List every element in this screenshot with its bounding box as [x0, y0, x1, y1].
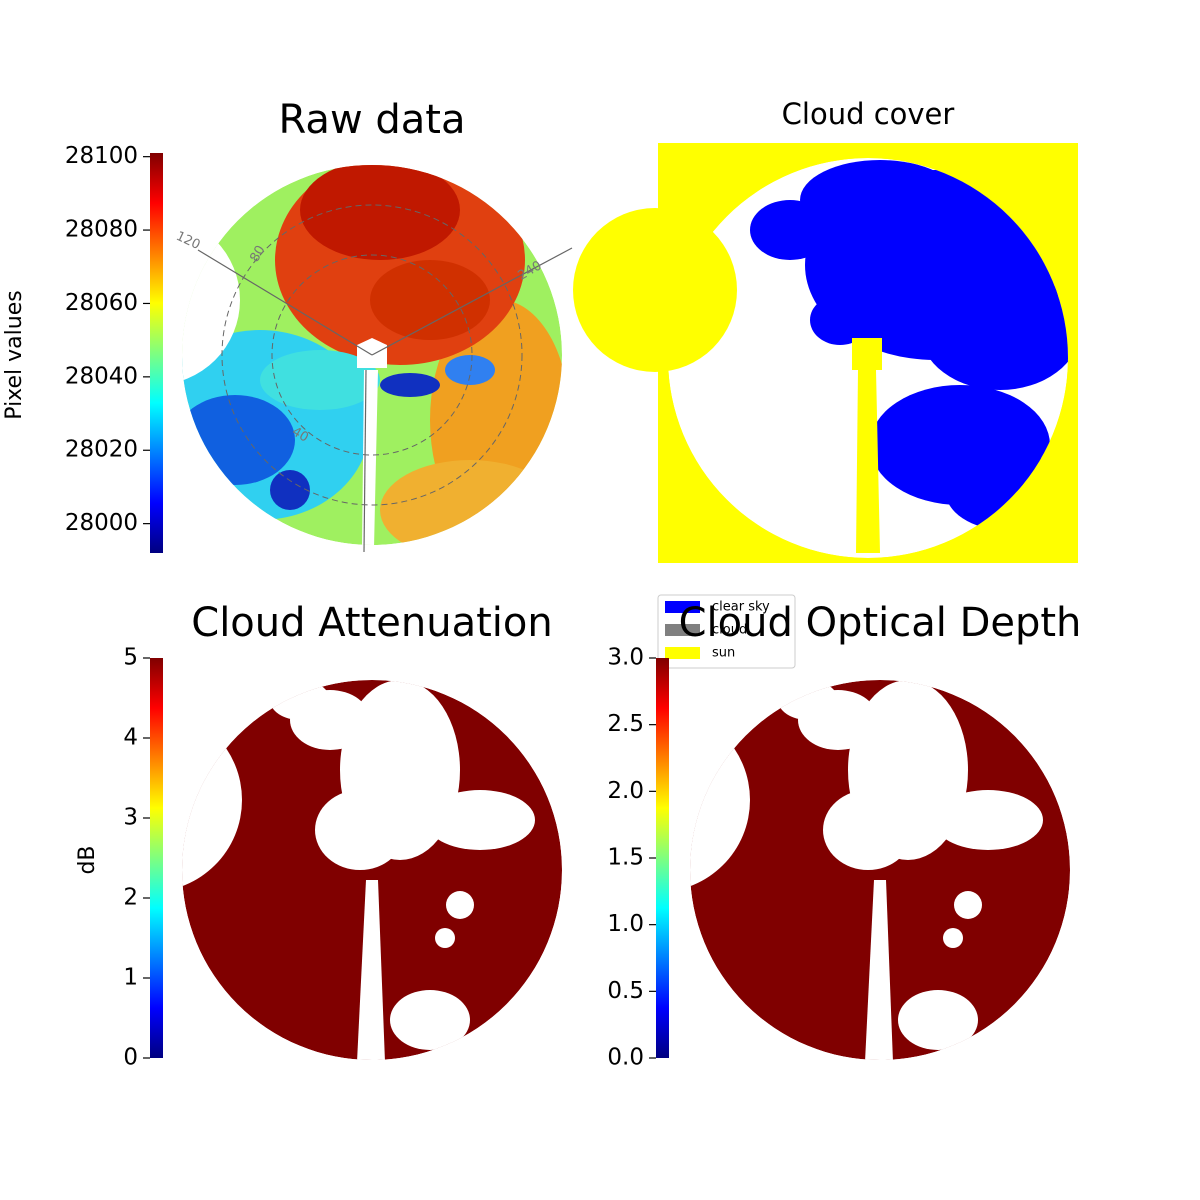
- legend-label: sun: [712, 646, 735, 661]
- colorbar-tick-label: 2: [123, 885, 138, 911]
- sun: [852, 338, 882, 370]
- polar-spoke: [363, 369, 367, 553]
- polar-label: 40: [289, 424, 311, 445]
- panel-title: Raw data: [279, 97, 466, 143]
- cloud-gap: [943, 928, 963, 948]
- colorbar-tick-label: 28040: [65, 363, 138, 389]
- colorbar-tick-label: 1.0: [607, 911, 644, 937]
- colorbar-tick-label: 1.5: [607, 845, 644, 871]
- pixel-region: [380, 373, 440, 397]
- cloud-gap: [823, 790, 913, 870]
- pixel-region: [270, 470, 310, 510]
- colorbar-tick-label: 5: [123, 645, 138, 671]
- cloud-gap: [954, 891, 982, 919]
- colorbar-tick-label: 28020: [65, 437, 138, 463]
- colorbar-tick-label: 3: [123, 805, 138, 831]
- polar-ring: [271, 254, 473, 456]
- polar-ring: [221, 204, 523, 506]
- clear-sky-region: [810, 295, 870, 345]
- pixel-region: [445, 355, 495, 385]
- mask: [357, 880, 385, 1060]
- colorbar-label: Pixel values: [2, 290, 27, 419]
- colorbar-tick-label: 28060: [65, 290, 138, 316]
- cloud-gap: [425, 790, 535, 850]
- legend-swatch: [665, 624, 700, 636]
- panel-title: Cloud Optical Depth: [679, 600, 1082, 646]
- cloud-gap: [933, 790, 1043, 850]
- legend-label: clear sky: [712, 600, 770, 615]
- clear-sky-region: [920, 270, 1068, 390]
- colorbar: [150, 153, 163, 553]
- sun-wedge: [856, 370, 880, 553]
- sky-disk: [690, 680, 1070, 1060]
- polar-spoke: [371, 247, 573, 356]
- polar-spoke: [197, 249, 373, 356]
- legend-label: cloud: [712, 623, 747, 638]
- cloud-gap: [435, 928, 455, 948]
- colorbar-tick-label: 0: [123, 1045, 138, 1071]
- legend-swatch: [665, 647, 700, 659]
- colorbar-tick-label: 1: [123, 965, 138, 991]
- cloud-gap: [390, 990, 470, 1050]
- colorbar: [150, 658, 163, 1058]
- colorbar-tick-label: 0.5: [607, 978, 644, 1004]
- mask: [865, 880, 893, 1060]
- colorbar-label: dB: [75, 845, 100, 874]
- pixel-region: [300, 165, 460, 260]
- clear-sky-region: [800, 160, 960, 240]
- legend-swatch: [665, 601, 700, 613]
- colorbar-tick-label: 28000: [65, 510, 138, 536]
- pixel-region: [370, 260, 490, 340]
- clear-sky-region: [922, 390, 958, 420]
- colorbar-tick-label: 2.5: [607, 711, 644, 737]
- colorbar-tick-label: 28080: [65, 217, 138, 243]
- polar-label: 80: [247, 243, 268, 265]
- colorbar-tick-label: 3.0: [607, 645, 644, 671]
- cloud-gap: [898, 990, 978, 1050]
- cloud-gap: [315, 790, 405, 870]
- colorbar-tick-label: 2.0: [607, 778, 644, 804]
- sky-disk: [182, 680, 562, 1060]
- cloud-gap: [446, 891, 474, 919]
- colorbar-tick-label: 28100: [65, 143, 138, 169]
- mask: [573, 208, 737, 372]
- colorbar-tick-label: 0.0: [607, 1045, 644, 1071]
- pixel-region: [260, 350, 380, 410]
- panel-title: Cloud Attenuation: [191, 600, 552, 646]
- sun-mask: [357, 338, 387, 368]
- colorbar-tick-label: 4: [123, 725, 138, 751]
- clear-sky-region: [750, 200, 830, 260]
- panel-title: Cloud cover: [782, 97, 955, 131]
- colorbar: [656, 658, 669, 1058]
